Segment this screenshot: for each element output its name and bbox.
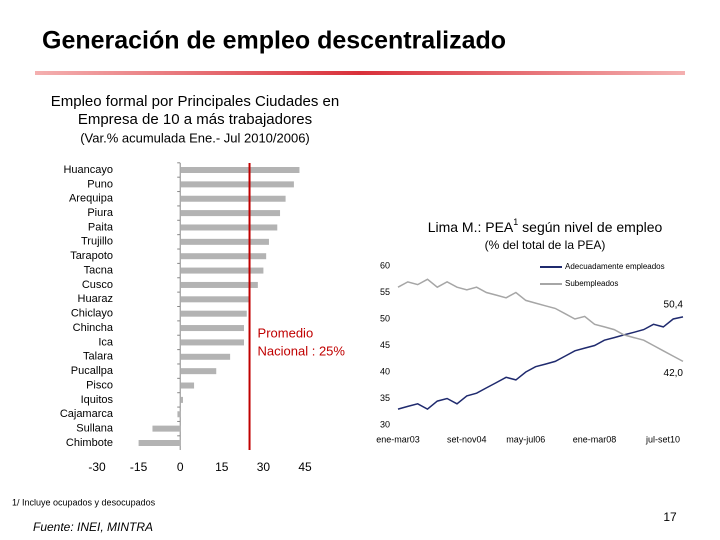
category-label: Tarapoto — [70, 250, 113, 262]
x-tick-label: -30 — [88, 460, 106, 474]
reference-label: Nacional : 25% — [258, 343, 346, 358]
category-label: Sullana — [76, 423, 114, 435]
bar — [180, 325, 244, 332]
y-tick-label: 35 — [380, 393, 390, 403]
x-tick-label: 0 — [177, 460, 184, 474]
category-label: Huancayo — [63, 164, 113, 176]
line-subtitle: (% del total de la PEA) — [485, 238, 606, 252]
bar — [180, 210, 281, 217]
title-rule — [35, 71, 685, 75]
legend-label: Subempleados — [565, 279, 618, 288]
bar — [180, 353, 231, 360]
bar — [180, 267, 264, 274]
bar — [180, 382, 195, 389]
series-line — [397, 278, 684, 363]
category-label: Piura — [87, 207, 114, 219]
category-label: Puno — [87, 178, 113, 190]
source: Fuente: INEI, MINTRA — [33, 520, 153, 534]
line-title: Lima M.: PEA1 según nivel de empleo — [428, 217, 663, 234]
bar — [180, 195, 286, 202]
bar-title: Empresa de 10 a más trabajadores — [78, 111, 312, 128]
category-label: Cajamarca — [60, 408, 114, 420]
bar — [180, 368, 217, 375]
x-tick-label: -15 — [130, 460, 148, 474]
bar — [180, 339, 244, 346]
x-tick-label: may-jul06 — [506, 434, 545, 444]
y-tick-label: 60 — [380, 260, 390, 270]
x-tick-label: ene-mar03 — [376, 434, 420, 444]
category-label: Chimbote — [66, 437, 113, 449]
y-tick-label: 55 — [380, 287, 390, 297]
bar — [180, 296, 250, 303]
bar — [180, 396, 183, 403]
x-tick-label: ene-mar08 — [573, 434, 617, 444]
x-tick-label: set-nov04 — [447, 434, 487, 444]
y-tick-label: 30 — [380, 419, 390, 429]
title-part: 1 — [513, 217, 518, 227]
bar — [180, 181, 294, 188]
bar — [180, 281, 258, 288]
category-label: Pucallpa — [71, 365, 114, 377]
value-label: 42,0 — [664, 368, 684, 379]
bar — [180, 224, 278, 231]
category-label: Trujillo — [81, 236, 113, 248]
category-label: Iquitos — [81, 394, 114, 406]
category-label: Chincha — [73, 322, 114, 334]
bar — [180, 253, 267, 260]
slide-title: Generación de empleo descentralizado — [42, 27, 506, 55]
bar-title: Empleo formal por Principales Ciudades e… — [51, 93, 339, 110]
series-line — [397, 316, 684, 410]
category-label: Ica — [98, 336, 114, 348]
category-label: Paita — [88, 221, 114, 233]
title-part: Lima M.: PEA — [428, 219, 514, 235]
y-tick-label: 40 — [380, 366, 390, 376]
x-tick-label: 15 — [215, 460, 229, 474]
category-label: Chiclayo — [71, 308, 113, 320]
page-number: 17 — [663, 510, 677, 524]
footnote: 1/ Incluye ocupados y desocupados — [12, 497, 156, 507]
x-tick-label: 45 — [298, 460, 312, 474]
category-label: Cusco — [82, 279, 113, 291]
category-label: Huaraz — [78, 293, 113, 305]
bar — [180, 167, 300, 173]
value-label: 50,4 — [664, 300, 684, 311]
bar — [152, 425, 181, 432]
x-tick-label: jul-set10 — [645, 434, 680, 444]
bar — [180, 310, 247, 317]
bar — [177, 411, 181, 418]
bar — [180, 238, 269, 245]
bar — [138, 440, 181, 446]
x-tick-label: 30 — [257, 460, 271, 474]
y-tick-label: 45 — [380, 340, 390, 350]
y-tick-label: 50 — [380, 313, 390, 323]
reference-label: Promedio — [258, 325, 314, 340]
category-label: Pisco — [86, 379, 113, 391]
title-part: según nivel de empleo — [518, 219, 662, 235]
category-label: Talara — [83, 351, 114, 363]
category-label: Tacna — [84, 264, 114, 276]
bar-subtitle: (Var.% acumulada Ene.- Jul 2010/2006) — [80, 130, 310, 145]
category-label: Arequipa — [69, 193, 114, 205]
legend-label: Adecuadamente empleados — [565, 262, 665, 271]
